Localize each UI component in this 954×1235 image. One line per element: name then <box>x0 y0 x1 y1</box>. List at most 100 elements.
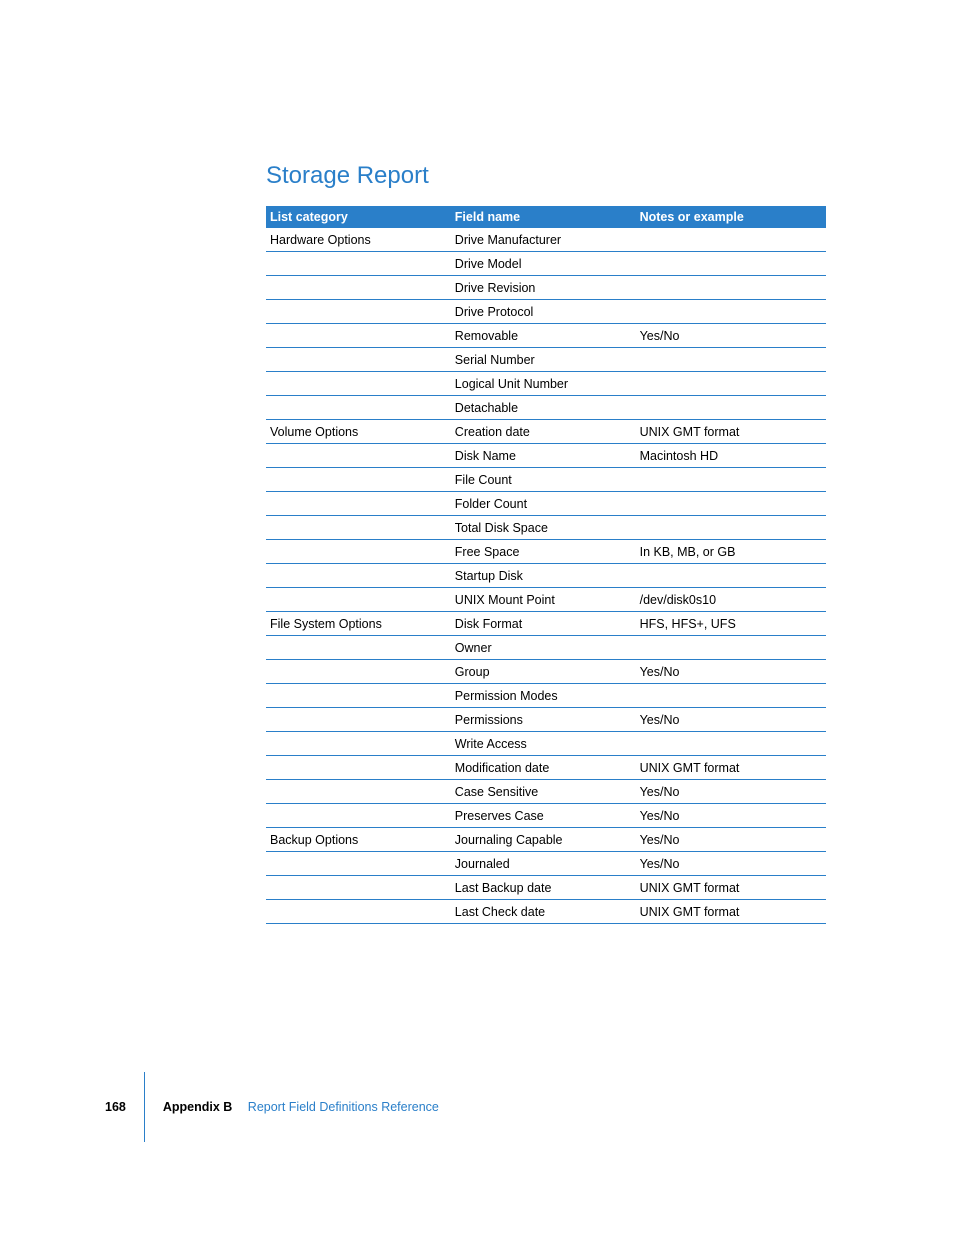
storage-report-table: List category Field name Notes or exampl… <box>266 206 826 924</box>
page-number: 168 <box>105 1100 126 1114</box>
cell-category <box>266 324 451 348</box>
cell-field: Group <box>451 660 636 684</box>
cell-category <box>266 444 451 468</box>
cell-field: Preserves Case <box>451 804 636 828</box>
cell-category <box>266 900 451 924</box>
cell-notes: HFS, HFS+, UFS <box>636 612 826 636</box>
cell-field: Drive Protocol <box>451 300 636 324</box>
cell-field: Disk Name <box>451 444 636 468</box>
col-header-category: List category <box>266 206 451 228</box>
cell-category <box>266 300 451 324</box>
table-header-row: List category Field name Notes or exampl… <box>266 206 826 228</box>
table-row: Modification dateUNIX GMT format <box>266 756 826 780</box>
cell-category: Volume Options <box>266 420 451 444</box>
table-row: Last Check dateUNIX GMT format <box>266 900 826 924</box>
table-body: Hardware OptionsDrive ManufacturerDrive … <box>266 228 826 924</box>
cell-category <box>266 780 451 804</box>
cell-field: UNIX Mount Point <box>451 588 636 612</box>
cell-field: Detachable <box>451 396 636 420</box>
cell-field: Creation date <box>451 420 636 444</box>
col-header-field: Field name <box>451 206 636 228</box>
cell-category <box>266 540 451 564</box>
cell-notes: Yes/No <box>636 660 826 684</box>
cell-notes <box>636 516 826 540</box>
cell-notes <box>636 252 826 276</box>
cell-notes <box>636 492 826 516</box>
cell-notes: /dev/disk0s10 <box>636 588 826 612</box>
cell-notes: UNIX GMT format <box>636 900 826 924</box>
table-row: Disk NameMacintosh HD <box>266 444 826 468</box>
cell-notes: UNIX GMT format <box>636 876 826 900</box>
table-row: Startup Disk <box>266 564 826 588</box>
cell-field: Permissions <box>451 708 636 732</box>
cell-field: File Count <box>451 468 636 492</box>
cell-field: Drive Manufacturer <box>451 228 636 252</box>
table-row: GroupYes/No <box>266 660 826 684</box>
cell-field: Case Sensitive <box>451 780 636 804</box>
cell-category <box>266 372 451 396</box>
cell-field: Journaling Capable <box>451 828 636 852</box>
cell-category: File System Options <box>266 612 451 636</box>
cell-field: Modification date <box>451 756 636 780</box>
table-row: Total Disk Space <box>266 516 826 540</box>
cell-field: Removable <box>451 324 636 348</box>
table-row: RemovableYes/No <box>266 324 826 348</box>
table-row: Write Access <box>266 732 826 756</box>
cell-notes <box>636 684 826 708</box>
page-title: Storage Report <box>266 162 826 190</box>
cell-category <box>266 660 451 684</box>
cell-notes: UNIX GMT format <box>636 756 826 780</box>
table-row: Volume OptionsCreation dateUNIX GMT form… <box>266 420 826 444</box>
cell-notes <box>636 396 826 420</box>
table-row: Drive Revision <box>266 276 826 300</box>
cell-field: Drive Model <box>451 252 636 276</box>
cell-field: Journaled <box>451 852 636 876</box>
cell-category <box>266 636 451 660</box>
table-row: Logical Unit Number <box>266 372 826 396</box>
table-row: Preserves CaseYes/No <box>266 804 826 828</box>
table-row: UNIX Mount Point/dev/disk0s10 <box>266 588 826 612</box>
cell-notes <box>636 468 826 492</box>
cell-field: Free Space <box>451 540 636 564</box>
cell-category <box>266 852 451 876</box>
table-row: Owner <box>266 636 826 660</box>
cell-field: Permission Modes <box>451 684 636 708</box>
cell-notes: Yes/No <box>636 708 826 732</box>
cell-field: Last Check date <box>451 900 636 924</box>
cell-notes <box>636 228 826 252</box>
cell-category <box>266 276 451 300</box>
table-row: Backup OptionsJournaling CapableYes/No <box>266 828 826 852</box>
cell-notes: UNIX GMT format <box>636 420 826 444</box>
cell-category <box>266 564 451 588</box>
cell-notes: In KB, MB, or GB <box>636 540 826 564</box>
table-row: Detachable <box>266 396 826 420</box>
table-row: Drive Protocol <box>266 300 826 324</box>
cell-category <box>266 708 451 732</box>
table-row: Drive Model <box>266 252 826 276</box>
cell-notes <box>636 372 826 396</box>
cell-field: Folder Count <box>451 492 636 516</box>
table-row: Folder Count <box>266 492 826 516</box>
cell-notes <box>636 564 826 588</box>
cell-category <box>266 588 451 612</box>
table-row: File Count <box>266 468 826 492</box>
cell-category <box>266 252 451 276</box>
cell-field: Write Access <box>451 732 636 756</box>
cell-field: Drive Revision <box>451 276 636 300</box>
cell-field: Total Disk Space <box>451 516 636 540</box>
footer-subtitle: Report Field Definitions Reference <box>248 1100 439 1114</box>
footer-divider <box>144 1072 145 1142</box>
cell-category <box>266 756 451 780</box>
appendix-label: Appendix B <box>163 1100 232 1114</box>
cell-field: Serial Number <box>451 348 636 372</box>
table-row: Free SpaceIn KB, MB, or GB <box>266 540 826 564</box>
table-row: Case SensitiveYes/No <box>266 780 826 804</box>
cell-category: Backup Options <box>266 828 451 852</box>
cell-notes <box>636 348 826 372</box>
cell-notes <box>636 276 826 300</box>
cell-field: Disk Format <box>451 612 636 636</box>
cell-notes <box>636 732 826 756</box>
table-row: Serial Number <box>266 348 826 372</box>
table-row: PermissionsYes/No <box>266 708 826 732</box>
cell-category <box>266 396 451 420</box>
